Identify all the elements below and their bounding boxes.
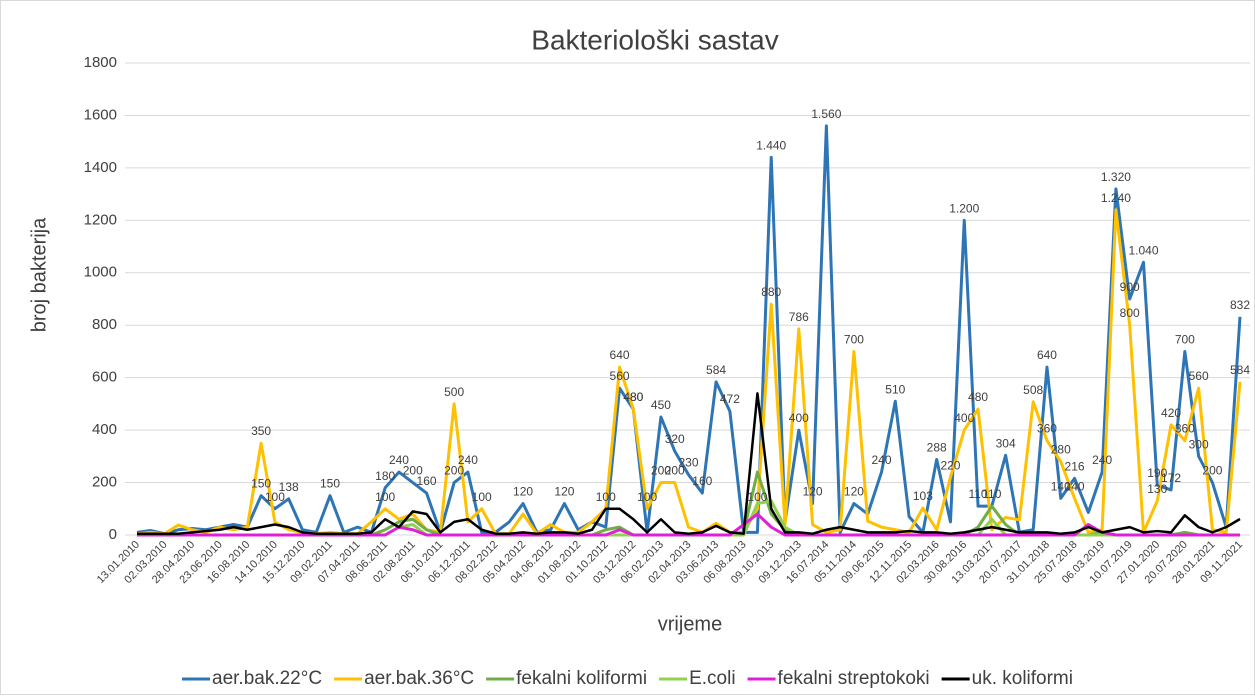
data-label: 400: [789, 411, 809, 425]
data-label: 800: [1120, 306, 1140, 320]
data-label: 400: [954, 411, 974, 425]
data-label: 480: [623, 390, 643, 404]
data-label: 216: [1065, 459, 1085, 473]
data-label: 584: [706, 363, 726, 377]
data-label: 640: [610, 348, 630, 362]
data-label: 1.240: [1101, 191, 1131, 205]
data-label: 100: [265, 490, 285, 504]
data-label: 172: [1161, 471, 1181, 485]
data-label: 100: [747, 490, 767, 504]
data-label: 240: [458, 453, 478, 467]
data-label: 190: [1147, 466, 1167, 480]
data-label: 120: [513, 485, 533, 499]
data-label: 300: [1189, 437, 1209, 451]
legend-label: aer.bak.22°C: [212, 668, 322, 689]
chart-title: Bakteriološki sastav: [531, 24, 778, 55]
legend-label: aer.bak.36°C: [364, 668, 474, 689]
data-label: 100: [375, 490, 395, 504]
data-label: 100: [472, 490, 492, 504]
data-label: 304: [996, 436, 1016, 450]
data-label: 584: [1230, 363, 1250, 377]
data-label: 220: [940, 458, 960, 472]
data-label: 100: [596, 490, 616, 504]
data-label: 150: [251, 477, 271, 491]
data-label: 510: [885, 382, 905, 396]
series-line: [137, 392, 1241, 535]
y-tick-label: 400: [92, 421, 117, 438]
data-label: 160: [417, 474, 437, 488]
legend-label: E.coli: [689, 668, 735, 689]
y-tick-label: 800: [92, 316, 117, 333]
y-tick-label: 1000: [84, 264, 117, 281]
y-axis-title: broj bakterija: [28, 217, 50, 332]
data-label: 120: [554, 485, 574, 499]
legend-label: fekalni koliformi: [516, 668, 647, 689]
data-label: 350: [251, 424, 271, 438]
y-tick-label: 0: [109, 526, 117, 543]
data-label: 140: [1051, 479, 1071, 493]
data-label: 560: [1189, 369, 1209, 383]
data-label: 1.320: [1101, 170, 1131, 184]
data-label: 280: [1051, 443, 1071, 457]
data-label: 140: [1065, 479, 1085, 493]
data-label: 900: [1120, 280, 1140, 294]
y-tick-label: 1400: [84, 159, 117, 176]
data-label: 230: [678, 456, 698, 470]
y-tick-label: 600: [92, 369, 117, 386]
y-tick-label: 1600: [84, 106, 117, 123]
data-label: 880: [761, 285, 781, 299]
data-label: 1.200: [949, 201, 979, 215]
data-label: 360: [1175, 422, 1195, 436]
data-label: 200: [444, 464, 464, 478]
legend: aer.bak.22°C aer.bak.36°C fekalni koliform…: [182, 668, 1073, 689]
data-label: 832: [1230, 298, 1250, 312]
data-label: 288: [927, 440, 947, 454]
data-label: 1.560: [811, 107, 841, 121]
data-label: 560: [610, 369, 630, 383]
data-label: 160: [692, 474, 712, 488]
series-line: [137, 512, 1240, 537]
data-label: 180: [375, 469, 395, 483]
data-label: 200: [1202, 464, 1222, 478]
data-label: 130: [1147, 482, 1167, 496]
data-label: 110: [968, 487, 987, 501]
data-label: 103: [913, 489, 933, 503]
data-label: 500: [444, 385, 464, 399]
data-label: 360: [1037, 422, 1057, 436]
data-label: 1.040: [1128, 243, 1158, 257]
data-label: 480: [623, 390, 643, 404]
data-label: 120: [844, 485, 864, 499]
legend-label: uk. koliformi: [972, 668, 1073, 689]
data-label: 240: [872, 453, 892, 467]
data-label: 200: [651, 464, 671, 478]
data-label: 700: [844, 332, 864, 346]
data-label: 240: [389, 453, 409, 467]
data-label: 786: [789, 310, 809, 324]
data-label: 320: [665, 432, 685, 446]
data-label: 240: [1092, 453, 1112, 467]
data-label: 200: [403, 464, 423, 478]
data-label: 700: [1175, 332, 1195, 346]
data-label: 100: [637, 490, 657, 504]
data-label: 120: [803, 485, 823, 499]
data-label: 450: [651, 398, 671, 412]
data-label: 1.440: [756, 138, 786, 152]
data-label: 640: [1037, 348, 1057, 362]
data-label: 480: [968, 390, 988, 404]
data-label: 110: [982, 487, 1001, 501]
y-tick-label: 200: [92, 474, 117, 491]
data-label: 420: [1161, 406, 1181, 420]
legend-label: fekalni streptokoki: [778, 668, 930, 689]
y-tick-label: 1200: [84, 211, 117, 228]
data-label: 508: [1023, 383, 1043, 397]
data-label: 138: [279, 480, 299, 494]
y-tick-label: 1800: [84, 54, 117, 71]
x-axis-title: vrijeme: [658, 613, 722, 635]
data-label: 200: [665, 464, 685, 478]
data-label: 472: [720, 392, 740, 406]
data-label: 150: [320, 477, 340, 491]
